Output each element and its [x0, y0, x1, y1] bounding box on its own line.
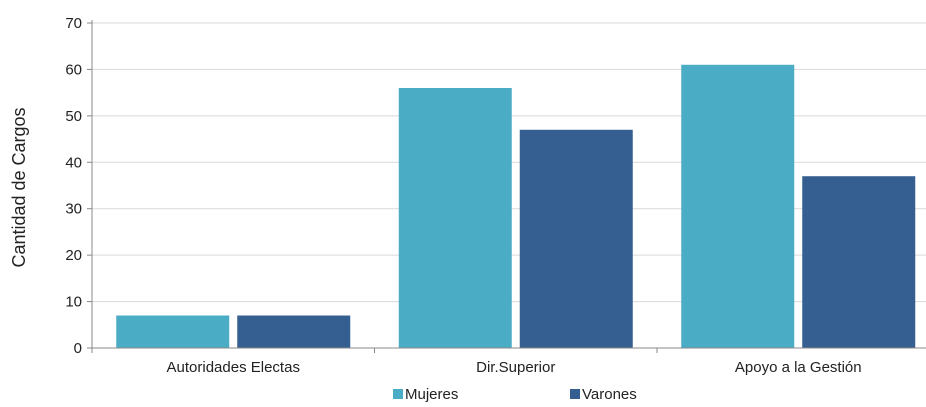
legend: Mujeres Varones [393, 386, 637, 403]
x-tick-label: Dir.Superior [476, 359, 555, 376]
y-tick-label: 50 [65, 108, 82, 125]
bar-mujeres [398, 88, 512, 348]
axes [91, 20, 926, 349]
x-tick-labels: Autoridades Electas Dir.Superior Apoyo a l… [91, 348, 862, 376]
bar-varones [802, 176, 916, 348]
y-tick-label: 30 [65, 201, 82, 218]
bar-mujeres [116, 315, 230, 348]
y-tick-labels: 0 10 20 30 40 50 60 70 [65, 15, 82, 357]
y-tick-label: 70 [65, 15, 82, 32]
legend-label: Varones [582, 386, 637, 403]
bar-mujeres [681, 64, 795, 349]
bar-varones [519, 129, 633, 348]
legend-swatch [393, 389, 403, 399]
y-tick-label: 0 [74, 340, 82, 357]
y-tick-label: 40 [65, 154, 82, 171]
y-tick-label: 60 [65, 61, 82, 78]
bar-varones [237, 315, 351, 348]
y-tick-label: 20 [65, 247, 82, 264]
x-tick-label: Autoridades Electas [167, 359, 300, 376]
bars [116, 64, 916, 349]
legend-label: Mujeres [405, 386, 458, 403]
y-tick-label: 10 [65, 294, 82, 311]
legend-swatch [570, 389, 580, 399]
x-tick-label: Apoyo a la Gestión [735, 359, 862, 376]
y-axis-title: Cantidad de Cargos [9, 107, 29, 267]
gridlines [87, 22, 926, 349]
